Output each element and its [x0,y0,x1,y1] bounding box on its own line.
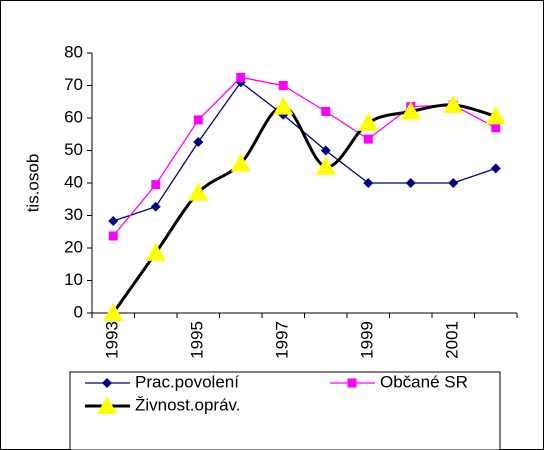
point-marker [400,101,421,120]
point-marker [320,145,331,156]
point-marker [150,201,161,212]
point-marker [448,178,459,188]
point-marker [315,156,336,175]
x-tick-label: 1995 [188,321,207,359]
point-marker [236,72,246,82]
point-marker [108,231,118,241]
legend-marker [347,378,357,388]
point-marker [405,178,416,188]
y-axis-label: tis.osob [23,154,42,213]
point-marker [188,182,209,201]
point-marker [108,216,119,227]
y-tick-label: 40 [64,172,83,191]
x-tick-label: 1997 [273,321,292,359]
legend-marker [102,378,112,388]
point-marker [278,81,288,90]
y-tick-label: 30 [64,205,83,224]
y-tick-label: 60 [64,107,83,126]
x-tick-label: 1993 [103,321,122,359]
point-marker [490,163,501,174]
legend-label: Občané SR [380,372,468,391]
point-marker [230,153,251,172]
point-marker [273,96,294,115]
x-tick-label: 1999 [358,321,377,359]
y-tick-label: 50 [64,140,83,159]
y-tick-label: 70 [64,75,83,94]
point-marker [151,180,161,190]
legend-box [69,371,501,450]
y-tick-label: 10 [64,270,83,289]
point-marker [358,112,379,131]
y-tick-label: 80 [64,42,83,61]
point-marker [363,178,374,188]
x-tick-label: 2001 [443,321,462,359]
point-marker [193,115,203,125]
legend-marker [97,396,117,414]
legend-label: Živnost.opráv. [135,395,241,414]
legend-label: Prac.povolení [135,372,239,391]
y-tick-label: 0 [74,302,83,321]
point-marker [485,106,506,125]
series-line [112,103,497,314]
point-marker [491,123,501,133]
point-marker [443,95,464,113]
point-marker [321,107,331,116]
y-tick-label: 20 [64,237,83,256]
point-marker [145,242,166,261]
point-marker [193,137,204,148]
point-marker [103,303,124,321]
point-marker [363,134,373,144]
